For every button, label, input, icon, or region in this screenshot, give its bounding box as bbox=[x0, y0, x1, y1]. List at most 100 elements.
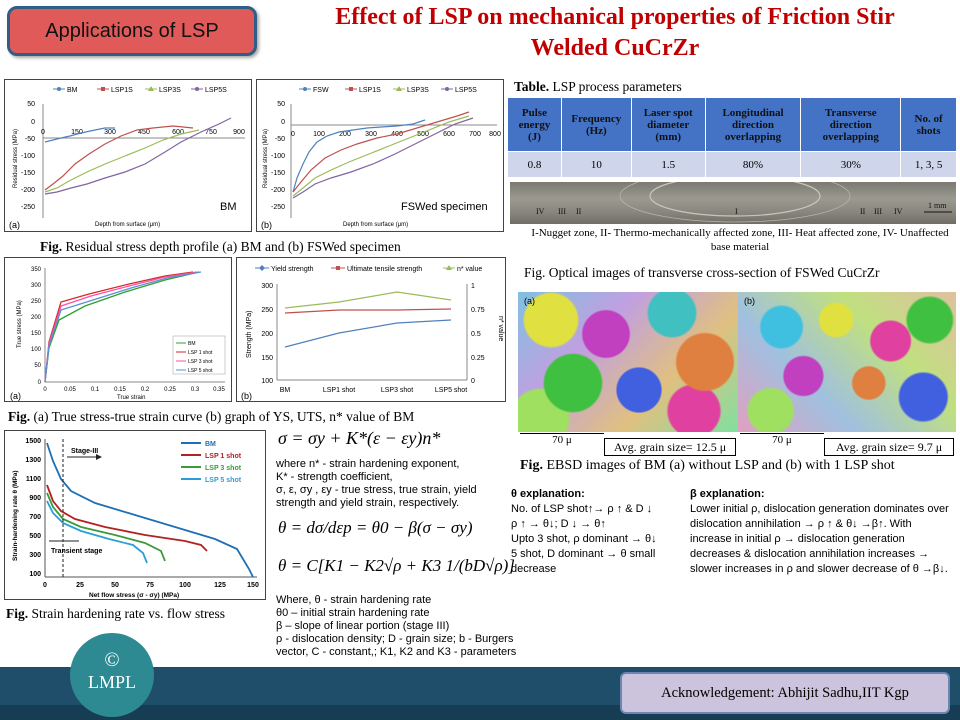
ebsd-image-bm: (a) bbox=[518, 292, 738, 432]
acknowledgement-box: Acknowledgement: Abhijit Sadhu,IIT Kgp bbox=[620, 672, 950, 714]
zone-label: II bbox=[860, 207, 866, 216]
legend-item: BM bbox=[188, 341, 196, 347]
ebsd-grain-a: Avg. grain size= 12.5 μ bbox=[604, 438, 736, 456]
table-title-text: LSP process parameters bbox=[549, 79, 682, 94]
figure-tag: (a) bbox=[10, 391, 21, 401]
x-tick: 500 bbox=[417, 131, 429, 138]
residual-chart-bm-panel: BM LSP1S LSP3S LSP5S 50 0 -50 -100 -150 … bbox=[4, 79, 252, 232]
y-axis-label: Strength (MPa) bbox=[246, 311, 253, 358]
residual-chart-fsw-panel: FSW LSP1S LSP3S LSP5S 50 0 -50 -100 -150… bbox=[256, 79, 504, 232]
explanation-line: No. of LSP shot↑→ ρ ↑ & D ↓ bbox=[511, 503, 653, 515]
legend-item: LSP 1 shot bbox=[188, 350, 213, 356]
equation-theta: θ = dσ/dεp = θ0 − β(σ − σy) bbox=[278, 518, 518, 538]
x-tick: 900 bbox=[233, 129, 245, 136]
x-tick: 0.1 bbox=[91, 387, 100, 393]
definition-line: β – slope of linear portion (stage III) bbox=[276, 620, 450, 632]
equation-text: θ = C[K1 − K2√ρ + K3 1/(bD√ρ)] bbox=[278, 556, 515, 575]
legend-lsp1s: LSP1S bbox=[359, 87, 381, 94]
legend-ys: Yield strength bbox=[271, 266, 314, 273]
y-tick: 300 bbox=[31, 283, 42, 289]
zone-label: II bbox=[576, 207, 582, 216]
y-tick: -50 bbox=[275, 136, 285, 143]
caption-text: Strain hardening rate vs. flow stress bbox=[28, 606, 225, 621]
topic-badge[interactable]: Applications of LSP bbox=[7, 6, 257, 56]
y2-tick: 1 bbox=[471, 283, 475, 290]
y-tick: -150 bbox=[271, 170, 285, 177]
stage-iii-annotation: Stage-III bbox=[71, 448, 98, 455]
figure-tag: (a) bbox=[9, 220, 20, 230]
y-tick: 1300 bbox=[25, 457, 41, 464]
equation-where-block: Where, θ - strain hardening rate θ0 – in… bbox=[276, 594, 526, 659]
x-axis-label: Net flow stress (σ - σy) (MPa) bbox=[89, 592, 179, 599]
y2-axis-label: n* value bbox=[497, 316, 504, 341]
y2-tick: 0.25 bbox=[471, 355, 485, 362]
y-tick: 500 bbox=[29, 533, 41, 540]
title-line-1: Effect of LSP on mechanical properties o… bbox=[335, 4, 895, 30]
table-cell: 1.5 bbox=[630, 151, 706, 178]
x-tick: 700 bbox=[469, 131, 481, 138]
table-cell: 10 bbox=[560, 151, 632, 178]
legend-lsp3s: LSP3S bbox=[159, 87, 181, 94]
zone-label: IV bbox=[894, 207, 903, 216]
explanation-line: ρ ↑ → θ↓; D ↓ → θ↑ bbox=[511, 518, 606, 530]
legend-item: LSP 5 shot bbox=[188, 368, 213, 374]
x-tick: 0.2 bbox=[141, 387, 150, 393]
logo-text: LMPL bbox=[87, 672, 136, 692]
optical-caption: Fig. Optical images of transverse cross-… bbox=[524, 265, 954, 281]
lmpl-logo: © LMPL bbox=[70, 633, 154, 717]
equation-hollomon: σ = σy + K*(ε − εy)n* bbox=[278, 428, 516, 449]
equation-definitions: where n* - strain hardening exponent, K*… bbox=[276, 458, 516, 510]
definition-line: where n* - strain hardening exponent, bbox=[276, 458, 460, 470]
y2-tick: 0.75 bbox=[471, 307, 485, 314]
title-line-2: Welded CuCrZr bbox=[530, 35, 700, 61]
ebsd-caption: Fig. EBSD images of BM (a) without LSP a… bbox=[520, 458, 960, 474]
x-category: BM bbox=[280, 387, 291, 394]
page-title: Effect of LSP on mechanical properties o… bbox=[270, 2, 960, 64]
caption-fig-label: Fig. bbox=[520, 458, 543, 473]
x-tick: 450 bbox=[138, 129, 150, 136]
ebsd-image-lsp: (b) bbox=[738, 292, 956, 432]
explanation-line: 5 shot, D dominant → θ small bbox=[511, 548, 656, 560]
y-tick: 50 bbox=[27, 101, 35, 108]
y-tick: 250 bbox=[261, 307, 273, 314]
y-axis-label: Residual stress (MPa) bbox=[13, 129, 19, 188]
caption-fig-label: Fig. bbox=[8, 409, 31, 424]
y-tick: 100 bbox=[261, 378, 273, 385]
x-tick: 750 bbox=[205, 129, 217, 136]
x-axis-label: Depth from surface (μm) bbox=[343, 222, 408, 228]
y-tick: 350 bbox=[31, 267, 42, 273]
y-tick: 150 bbox=[261, 355, 273, 362]
y2-tick: 0.5 bbox=[471, 331, 481, 338]
x-tick: 200 bbox=[339, 131, 351, 138]
legend-item: BM bbox=[205, 441, 216, 448]
x-tick: 125 bbox=[214, 582, 226, 589]
y-tick: 200 bbox=[31, 315, 42, 321]
chart-label: BM bbox=[220, 201, 237, 213]
table-header: Pulse energy (J) bbox=[507, 97, 562, 152]
x-category: LSP1 shot bbox=[323, 387, 355, 394]
caption-text: Residual stress depth profile (a) BM and… bbox=[62, 239, 401, 254]
y-tick: -100 bbox=[21, 153, 35, 160]
optical-image: IV III II I II III IV 1 mm bbox=[510, 169, 956, 224]
equation-text: θ = dσ/dεp = θ0 − β(σ − σy) bbox=[278, 518, 473, 537]
y-axis-label: Residual stress (MPa) bbox=[263, 129, 269, 188]
ebsd-scale-a: 70 μ bbox=[520, 433, 604, 446]
true-stress-chart-panel: 350 300 250 200 150 100 50 0 0 0.05 0.1 … bbox=[4, 257, 232, 402]
table-cell: 0.8 bbox=[507, 151, 562, 178]
x-tick: 600 bbox=[172, 129, 184, 136]
x-tick: 50 bbox=[111, 582, 119, 589]
figure-tag: (a) bbox=[524, 296, 535, 306]
residual-caption: Fig. Residual stress depth profile (a) B… bbox=[40, 239, 510, 255]
definition-line: ρ - dislocation density; D - grain size;… bbox=[276, 633, 514, 645]
table-cell: 1, 3, 5 bbox=[900, 151, 957, 178]
x-category: LSP3 shot bbox=[381, 387, 413, 394]
transient-annotation: Transient stage bbox=[51, 548, 102, 555]
legend-item: LSP 5 shot bbox=[205, 477, 242, 484]
legend-uts: Ultimate tensile strength bbox=[347, 266, 422, 273]
y-tick: 100 bbox=[29, 571, 41, 578]
params-table-wrap: Pulse energy (J) Frequency (Hz) Laser sp… bbox=[507, 97, 957, 178]
caption-fig-label: Fig. bbox=[6, 606, 29, 621]
zone-label: III bbox=[874, 207, 882, 216]
equation-theta-c: θ = C[K1 − K2√ρ + K3 1/(bD√ρ)] bbox=[278, 556, 518, 576]
x-tick: 0 bbox=[43, 582, 47, 589]
